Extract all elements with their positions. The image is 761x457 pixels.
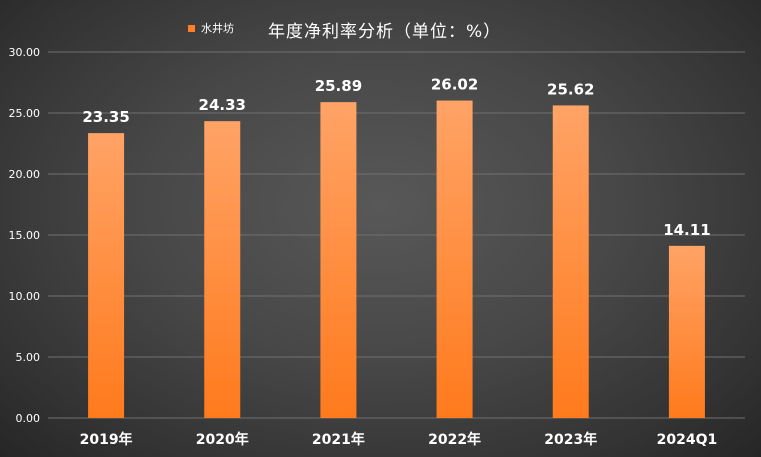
y-tick-label: 5.00 xyxy=(16,351,41,364)
bars xyxy=(88,100,705,418)
data-label: 14.11 xyxy=(663,221,710,239)
bar xyxy=(552,105,589,418)
bar xyxy=(204,121,241,418)
data-label: 23.35 xyxy=(82,108,129,126)
data-label: 25.62 xyxy=(547,80,594,98)
y-tick-label: 25.00 xyxy=(9,107,41,120)
chart-title: 年度净利率分析（单位：%） xyxy=(268,22,502,42)
y-tick-label: 30.00 xyxy=(9,46,41,59)
bar xyxy=(436,100,473,418)
x-tick-label: 2020年 xyxy=(196,431,249,448)
bar xyxy=(320,102,357,418)
data-label: 26.02 xyxy=(431,76,478,94)
data-label: 25.89 xyxy=(315,77,362,95)
y-axis: 0.00 5.00 10.00 15.00 20.00 25.00 30.00 xyxy=(9,46,41,425)
x-tick-label: 2024Q1 xyxy=(657,432,718,448)
bar xyxy=(88,133,125,418)
y-tick-label: 0.00 xyxy=(16,412,41,425)
x-tick-label: 2021年 xyxy=(312,431,365,448)
y-tick-label: 10.00 xyxy=(9,290,41,303)
legend: 水井坊 xyxy=(188,20,234,36)
x-tick-label: 2019年 xyxy=(80,431,133,448)
data-label: 24.33 xyxy=(199,96,246,114)
legend-swatch xyxy=(188,24,195,32)
x-axis: 2019年 2020年 2021年 2022年 2023年 2024Q1 xyxy=(80,431,718,448)
bar xyxy=(668,245,705,418)
data-labels: 23.35 24.33 25.89 26.02 25.62 14.11 xyxy=(82,76,710,239)
y-tick-label: 20.00 xyxy=(9,168,41,181)
gridlines xyxy=(48,51,745,419)
x-tick-label: 2022年 xyxy=(428,431,481,448)
y-tick-label: 15.00 xyxy=(9,229,41,242)
x-tick-label: 2023年 xyxy=(544,431,597,448)
legend-label: 水井坊 xyxy=(201,22,234,35)
